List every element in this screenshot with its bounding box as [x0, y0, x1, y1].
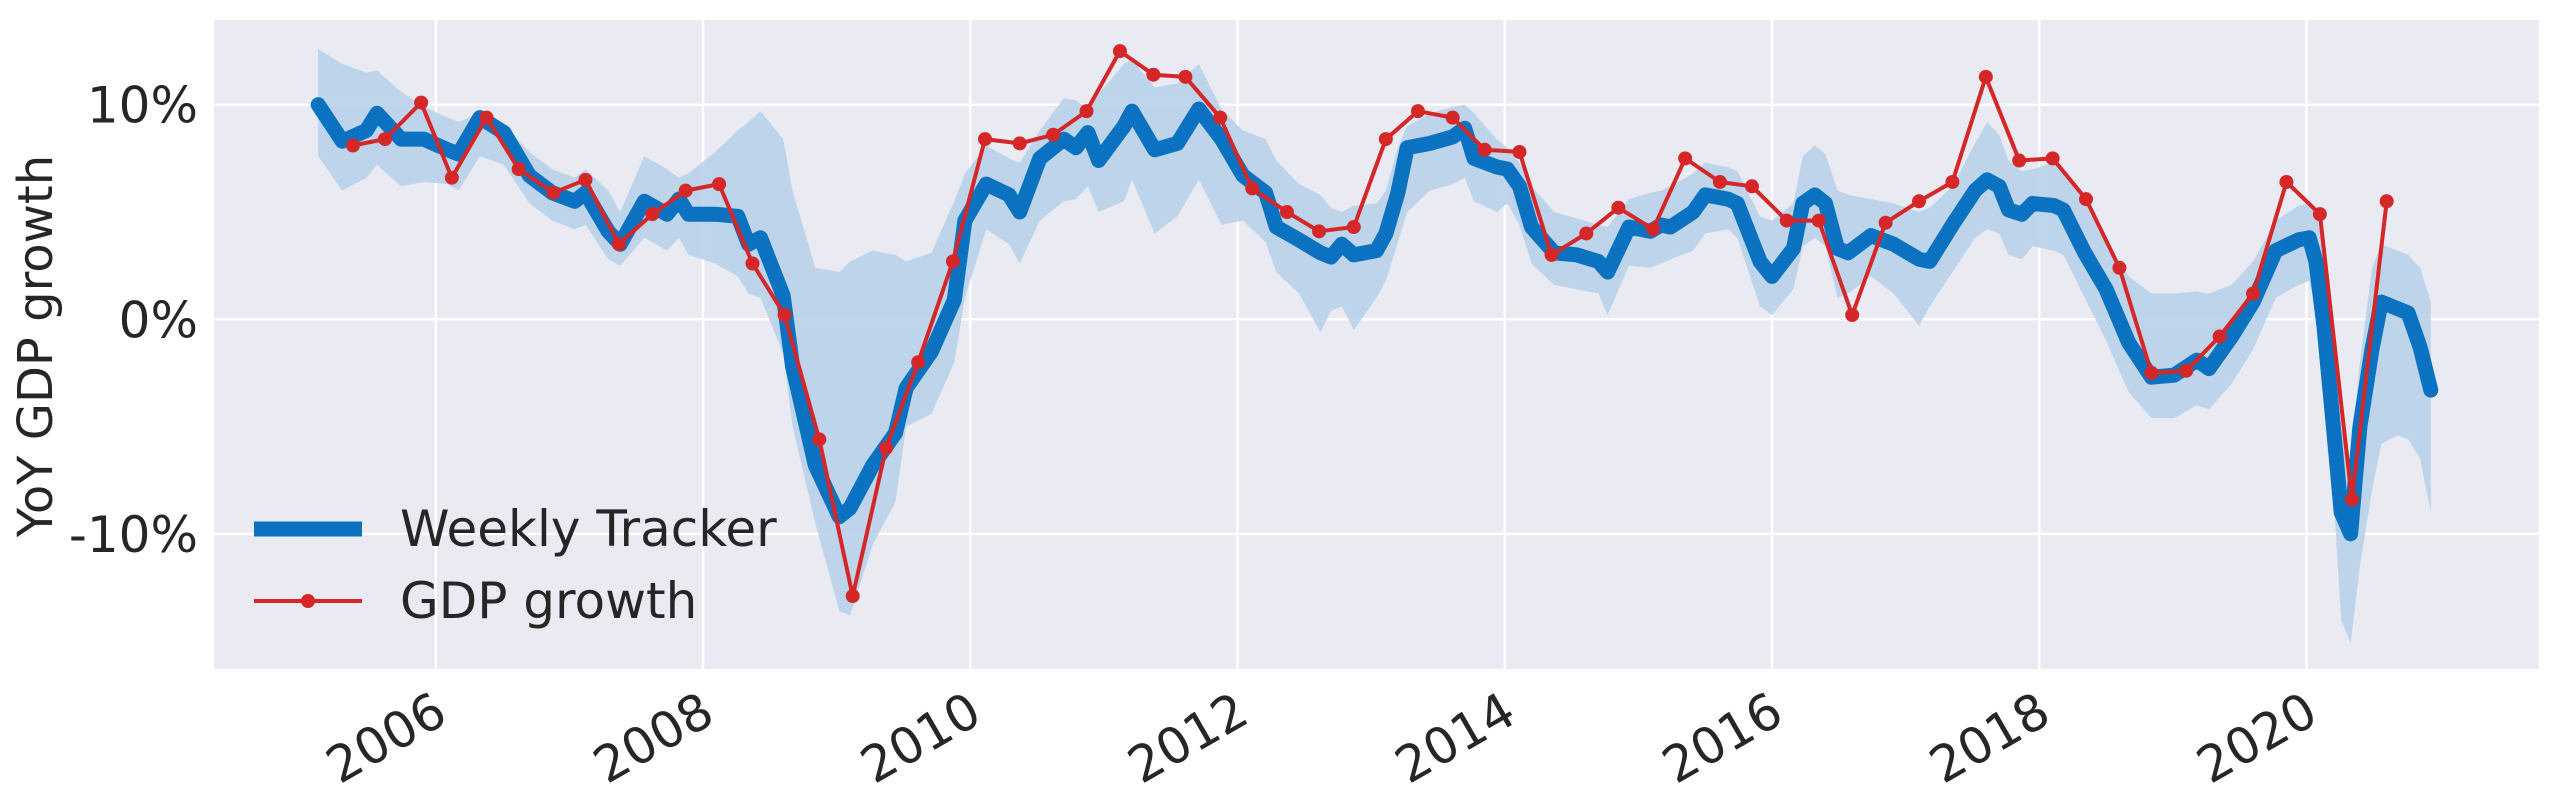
data-point — [1544, 247, 1559, 262]
data-point — [1445, 110, 1460, 125]
data-point — [777, 308, 792, 322]
data-point — [2179, 363, 2194, 378]
data-point — [345, 138, 360, 153]
data-point — [511, 162, 526, 177]
data-point — [1744, 179, 1759, 194]
data-point — [1410, 104, 1425, 119]
y-tick-label: 10% — [87, 77, 198, 135]
data-point — [1579, 226, 1594, 241]
data-point — [1079, 104, 1094, 119]
data-point — [2246, 286, 2261, 301]
x-tick-label: 2014 — [1386, 681, 1525, 795]
data-point — [1378, 132, 1393, 147]
data-point — [2112, 260, 2127, 275]
x-tick-label: 2006 — [317, 681, 456, 795]
data-point — [712, 177, 727, 192]
data-point — [2212, 329, 2227, 344]
data-point — [977, 132, 992, 147]
data-point — [1178, 69, 1193, 84]
data-point — [546, 185, 561, 200]
y-tick-label: -10% — [69, 506, 198, 564]
data-point — [1112, 44, 1127, 59]
data-point — [2045, 151, 2060, 166]
x-tick-label: 2012 — [1118, 681, 1257, 795]
x-tick-label: 2020 — [2187, 681, 2326, 795]
y-tick-label: 0% — [119, 291, 198, 349]
data-point — [578, 172, 593, 187]
data-point — [444, 170, 459, 185]
data-point — [879, 441, 894, 456]
data-point — [1512, 144, 1527, 159]
legend-marker — [301, 594, 315, 608]
legend-label: Weekly Tracker — [400, 500, 777, 558]
data-point — [1646, 222, 1661, 237]
data-point — [1712, 174, 1727, 189]
data-point — [2379, 194, 2394, 209]
data-point — [2344, 492, 2359, 507]
data-point — [479, 110, 494, 125]
data-point — [1912, 194, 1926, 209]
legend: Weekly Tracker GDP growth — [254, 500, 777, 630]
data-point — [1245, 181, 1260, 196]
data-point — [1012, 136, 1027, 151]
data-point — [1146, 67, 1161, 82]
data-point — [745, 256, 760, 271]
data-point — [1678, 151, 1693, 166]
data-point — [2144, 365, 2159, 380]
data-point — [845, 589, 860, 604]
data-point — [1279, 205, 1294, 220]
legend-label: GDP growth — [400, 572, 697, 630]
x-tick-label: 2018 — [1920, 681, 2059, 795]
data-point — [1213, 110, 1228, 125]
data-point — [2079, 192, 2094, 207]
data-point — [1346, 220, 1361, 235]
data-point — [1878, 215, 1893, 230]
data-point — [1945, 174, 1960, 189]
data-point — [378, 132, 393, 147]
x-tick-label: 2008 — [584, 681, 723, 795]
x-tick-label: 2010 — [851, 681, 990, 795]
data-point — [1811, 213, 1826, 228]
data-point — [611, 237, 626, 252]
data-point — [1477, 142, 1492, 157]
data-point — [2012, 153, 2027, 168]
data-point — [678, 183, 693, 198]
data-point — [1611, 200, 1626, 215]
data-point — [1845, 308, 1860, 322]
data-point — [812, 432, 827, 447]
x-tick-label: 2016 — [1653, 681, 1792, 795]
data-point — [1779, 213, 1794, 228]
y-axis-label: YoY GDP growth — [8, 155, 64, 538]
data-point — [645, 207, 660, 222]
data-point — [911, 355, 926, 370]
confidence-band — [318, 49, 2431, 644]
data-point — [1312, 224, 1327, 239]
data-point — [1978, 69, 1993, 84]
data-point — [945, 254, 960, 269]
data-point — [1046, 127, 1061, 142]
data-point — [2279, 174, 2294, 189]
data-point — [414, 95, 429, 110]
data-point — [2312, 207, 2327, 222]
